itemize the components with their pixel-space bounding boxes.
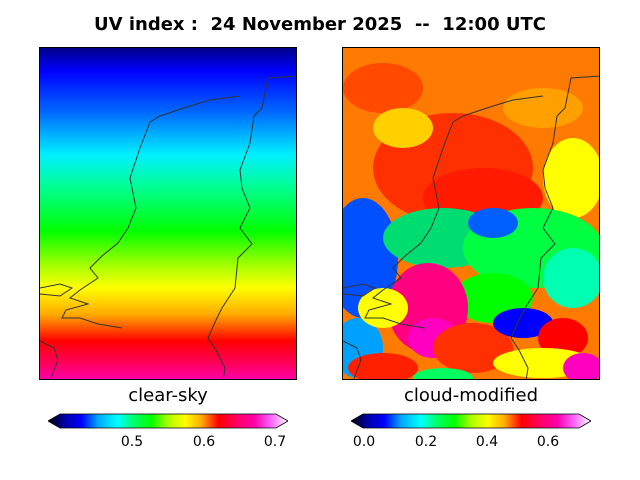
cloud-modified-label: cloud-modified: [403, 385, 539, 406]
clear-sky-tick-label: 0.7: [263, 434, 287, 450]
cloud-modified-tick-label: 0.2: [414, 434, 438, 450]
clear-sky-colorbar: [47, 412, 289, 434]
cloud-modified-colorbar: [350, 412, 592, 434]
cloud-modified-map: [342, 47, 600, 380]
clear-sky-tick-label: 0.6: [192, 434, 216, 450]
cloud-modified-tick-label: 0.0: [352, 434, 376, 450]
clear-sky-tick-label: 0.5: [120, 434, 144, 450]
cloud-modified-tick-label: 0.6: [536, 434, 560, 450]
cloud-modified-tick-label: 0.4: [475, 434, 499, 450]
cloud-field-patches: [343, 63, 599, 379]
clear-sky-label: clear-sky: [128, 385, 208, 406]
clear-sky-field: [40, 48, 296, 379]
coastline-right: [343, 75, 599, 379]
figure-title: UV index : 24 November 2025 -- 12:00 UTC: [94, 14, 546, 35]
clear-sky-map: [39, 47, 297, 380]
coastline-left: [40, 75, 296, 379]
